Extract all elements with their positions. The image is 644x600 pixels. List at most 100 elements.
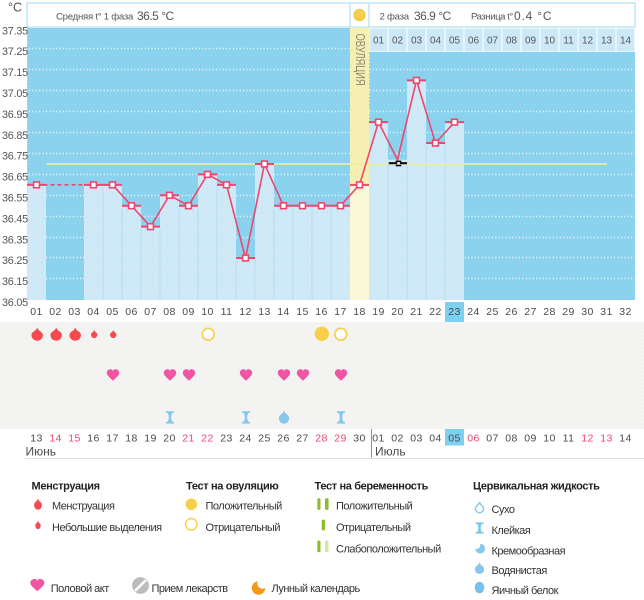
svg-text:04: 04 [429, 433, 441, 445]
svg-text:21: 21 [182, 433, 194, 445]
svg-text:10: 10 [543, 433, 555, 445]
svg-text:23: 23 [448, 306, 460, 318]
svg-text:Цервикальная жидкость: Цервикальная жидкость [473, 481, 600, 493]
svg-text:02: 02 [391, 433, 403, 445]
svg-text:19: 19 [372, 306, 384, 318]
svg-text:14: 14 [620, 36, 632, 47]
svg-text:19: 19 [144, 433, 156, 445]
svg-text:36.15: 36.15 [2, 276, 28, 288]
svg-text:09: 09 [182, 306, 194, 318]
svg-text:36.75: 36.75 [2, 151, 28, 163]
svg-text:37.15: 37.15 [2, 67, 28, 79]
svg-text:Тест на беременность: Тест на беременность [315, 481, 429, 493]
svg-text:30: 30 [581, 306, 593, 318]
svg-text:Яичный белок: Яичный белок [492, 585, 559, 595]
svg-text:14: 14 [619, 433, 631, 445]
svg-text:26: 26 [505, 306, 517, 318]
svg-text:32: 32 [619, 306, 631, 318]
svg-text:26: 26 [277, 433, 289, 445]
svg-text:25: 25 [258, 433, 270, 445]
svg-text:28: 28 [315, 433, 327, 445]
svg-text:29: 29 [334, 433, 346, 445]
svg-text:Менструация: Менструация [52, 501, 115, 513]
svg-text:Июль: Июль [375, 445, 406, 459]
svg-text:Кремообразная: Кремообразная [492, 546, 566, 558]
svg-text:03: 03 [410, 433, 422, 445]
svg-text:13: 13 [601, 36, 613, 47]
svg-text:36.25: 36.25 [2, 255, 28, 267]
svg-text:18: 18 [125, 433, 137, 445]
svg-text:31: 31 [600, 306, 612, 318]
svg-text:29: 29 [562, 306, 574, 318]
svg-text:37.25: 37.25 [2, 46, 28, 58]
svg-text:11: 11 [563, 433, 575, 445]
svg-text:20: 20 [391, 306, 403, 318]
svg-text:13: 13 [30, 433, 42, 445]
svg-text:23: 23 [220, 433, 232, 445]
svg-text:°C: °C [8, 1, 22, 15]
svg-text:24: 24 [239, 433, 251, 445]
svg-text:Положительный: Положительный [206, 501, 283, 513]
svg-text:Отрицательный: Отрицательный [336, 522, 411, 534]
svg-text:04: 04 [87, 306, 99, 318]
svg-text:06: 06 [468, 36, 480, 47]
svg-text:36.85: 36.85 [2, 130, 28, 142]
svg-text:06: 06 [125, 306, 137, 318]
svg-text:Небольшие выделения: Небольшие выделения [52, 522, 162, 534]
svg-text:09: 09 [525, 36, 537, 47]
svg-text:27: 27 [296, 433, 308, 445]
svg-text:16: 16 [315, 306, 327, 318]
svg-text:36.95: 36.95 [2, 109, 28, 121]
svg-text:01: 01 [372, 433, 384, 445]
svg-text:12: 12 [581, 433, 593, 445]
svg-text:Клейкая: Клейкая [492, 525, 531, 537]
svg-text:Прием лекарств: Прием лекарств [152, 583, 229, 595]
svg-text:03: 03 [68, 306, 80, 318]
svg-text:17: 17 [334, 306, 346, 318]
svg-text:08: 08 [506, 36, 518, 47]
svg-text:Слабоположительный: Слабоположительный [336, 544, 441, 556]
svg-text:06: 06 [467, 433, 479, 445]
svg-text:01: 01 [373, 36, 385, 47]
svg-text:20: 20 [163, 433, 175, 445]
svg-text:09: 09 [524, 433, 536, 445]
svg-text:14: 14 [49, 433, 61, 445]
svg-text:37.05: 37.05 [2, 88, 28, 100]
svg-text:Средняя t° 1 фаза: Средняя t° 1 фаза [56, 12, 134, 23]
svg-text:12: 12 [239, 306, 251, 318]
svg-text:03: 03 [411, 36, 423, 47]
svg-text:15: 15 [296, 306, 308, 318]
svg-text:27: 27 [524, 306, 536, 318]
svg-text:21: 21 [410, 306, 422, 318]
svg-text:Разница t°: Разница t° [471, 12, 513, 23]
svg-text:36.35: 36.35 [2, 234, 28, 246]
svg-text:10: 10 [544, 36, 556, 47]
svg-text:36.55: 36.55 [2, 193, 28, 205]
svg-text:13: 13 [600, 433, 612, 445]
svg-text:Лунный календарь: Лунный календарь [272, 583, 361, 595]
svg-text:28: 28 [543, 306, 555, 318]
svg-text:30: 30 [353, 433, 365, 445]
svg-text:05: 05 [449, 36, 461, 47]
svg-text:12: 12 [582, 36, 594, 47]
svg-text:22: 22 [429, 306, 441, 318]
svg-text:Сухо: Сухо [492, 504, 515, 516]
svg-text:11: 11 [221, 306, 233, 318]
svg-text:07: 07 [487, 36, 499, 47]
svg-text:08: 08 [505, 433, 517, 445]
svg-text:36.65: 36.65 [2, 172, 28, 184]
svg-text:Отрицательный: Отрицательный [206, 522, 281, 534]
svg-text:36.45: 36.45 [2, 213, 28, 225]
svg-text:07: 07 [486, 433, 498, 445]
svg-text:2 фаза: 2 фаза [380, 12, 410, 23]
svg-text:0.4 °C: 0.4 °C [514, 9, 552, 23]
svg-text:05: 05 [106, 306, 118, 318]
svg-text:ОВУЛЯЦИЯ: ОВУЛЯЦИЯ [353, 34, 367, 86]
svg-text:04: 04 [430, 36, 442, 47]
svg-text:Июнь: Июнь [26, 445, 57, 459]
svg-text:Менструация: Менструация [32, 481, 100, 493]
svg-text:01: 01 [30, 306, 42, 318]
svg-text:14: 14 [277, 306, 289, 318]
svg-text:11: 11 [563, 36, 574, 47]
svg-text:Половой акт: Половой акт [51, 583, 110, 595]
